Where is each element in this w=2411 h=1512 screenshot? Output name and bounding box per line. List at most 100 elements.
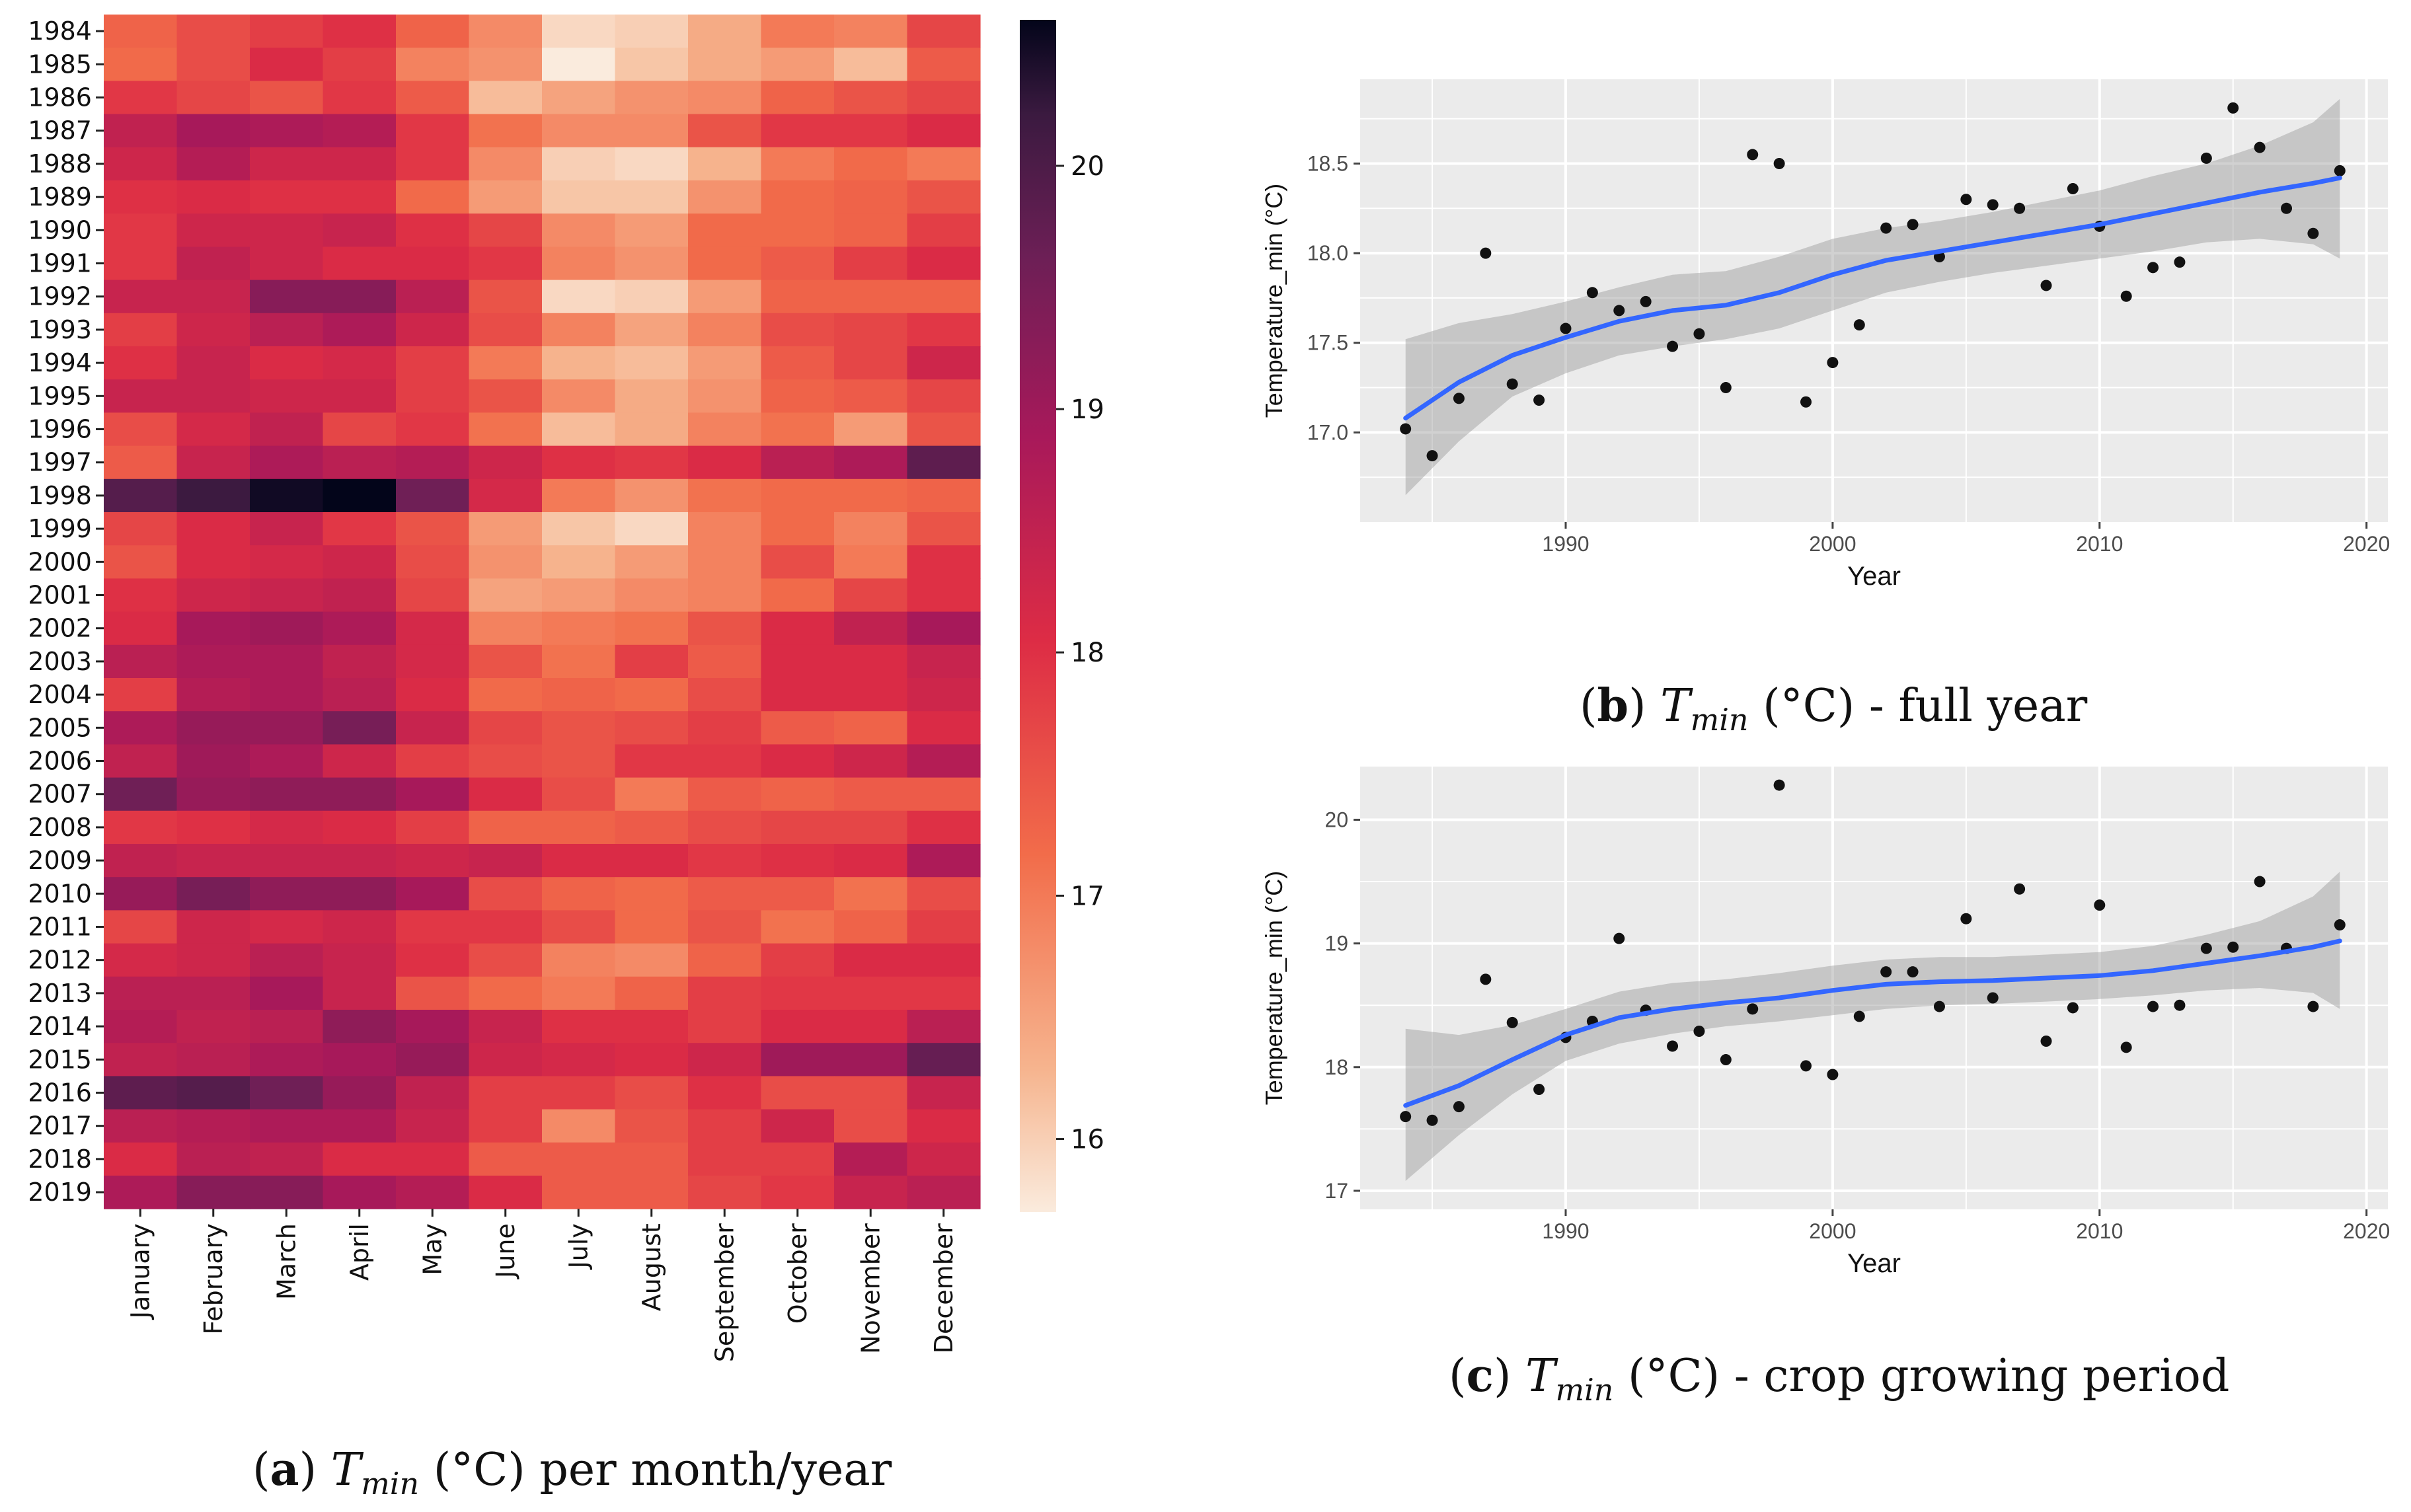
heatmap-cell [907,877,981,911]
heatmap-cell [396,478,470,513]
heatmap-cell [761,678,835,712]
heatmap-cell [688,15,762,48]
smooth-trend-line [1403,175,2342,421]
heatmap-cell [542,711,616,745]
heatmap-cell [834,611,908,646]
data-point [2174,256,2186,268]
heatmap-cell [688,180,762,214]
heatmap-cell [250,910,324,944]
heatmap-cell [761,114,835,148]
heatmap-cell [250,976,324,1010]
heatmap-cell [615,114,689,148]
data-point [2067,1002,2079,1014]
heatmap-cell [104,180,178,214]
heatmap-cell [104,1043,178,1077]
heatmap-cell [615,943,689,977]
data-point [1773,779,1785,791]
data-point [1426,450,1438,462]
heatmap-cell [323,777,397,812]
heatmap-cell [250,678,324,712]
heatmap-cell [176,910,250,944]
heatmap-cell [396,578,470,613]
heatmap-cell [907,943,981,977]
heatmap-cell [688,280,762,314]
heatmap-cell [907,48,981,81]
heatmap-cell [323,512,397,546]
heatmap-cell [688,346,762,380]
heatmap-cell [688,81,762,115]
heatmap-cell [469,147,543,181]
heatmap-cell [542,1176,616,1209]
heatmap-cell [250,810,324,845]
heatmap-cell [615,48,689,81]
y-tick-label: 18.5 [1307,151,1348,175]
heatmap-cell [250,844,324,878]
heatmap-cell [176,644,250,679]
x-tick-label: 2010 [2076,1219,2123,1243]
data-point [1693,1026,1705,1038]
heatmap-cell [396,114,470,148]
colorbar-tick-label: 16 [1071,1125,1104,1155]
year-label: 1985 [28,50,92,79]
data-point [2254,141,2266,153]
heatmap-cell [688,777,762,812]
year-label: 2018 [28,1145,92,1174]
year-label: 1995 [28,381,92,410]
y-tick-label: 18 [1324,1055,1348,1079]
heatmap-cell [323,1176,397,1209]
year-label: 2003 [28,647,92,676]
heatmap-cell [469,379,543,413]
heatmap-cell [688,1142,762,1176]
data-point [1640,295,1652,307]
heatmap-cell [469,1142,543,1176]
heatmap-cell [761,346,835,380]
heatmap-cell [834,478,908,513]
heatmap-cell [176,379,250,413]
heatmap-cell [396,1176,470,1209]
heatmap-cell [615,280,689,314]
y-tick-label: 17.0 [1307,420,1348,444]
heatmap-cell [615,976,689,1010]
year-label: 2016 [28,1078,92,1108]
heatmap-cell [615,512,689,546]
heatmap-cell [250,48,324,81]
heatmap-cell [469,877,543,911]
year-label: 1986 [28,83,92,112]
heatmap-cell [542,313,616,347]
heatmap-cell [469,844,543,878]
heatmap-cell [761,280,835,314]
heatmap-cell [834,844,908,878]
heatmap-cell [469,545,543,579]
heatmap-cell [469,611,543,646]
heatmap-cell [688,1043,762,1077]
heatmap-cell [396,379,470,413]
heatmap-cell [907,1142,981,1176]
data-point [1907,219,1919,231]
heatmap-cell [761,213,835,247]
year-label: 2009 [28,846,92,875]
year-label: 1996 [28,415,92,444]
year-label: 2006 [28,747,92,776]
heatmap-cell [688,512,762,546]
heatmap-cell [176,81,250,115]
heatmap-cell [176,545,250,579]
year-label: 1984 [28,17,92,46]
data-point [1827,357,1839,369]
heatmap-cell [907,280,981,314]
heatmap-cell [396,678,470,712]
data-point [1880,966,1892,978]
month-label: March [272,1223,301,1300]
heatmap-cell [761,1076,835,1110]
data-point [2067,182,2079,194]
x-tick-label: 2020 [2343,532,2390,556]
heatmap-cell [761,943,835,977]
year-label: 2004 [28,680,92,709]
heatmap-cell [688,48,762,81]
heatmap-cell [834,744,908,778]
x-axis-label: Year [1847,562,1901,591]
heatmap-cell [615,777,689,812]
heatmap-cell [761,578,835,613]
heatmap-cell [469,445,543,480]
heatmap-cell [688,810,762,845]
heatmap-cell [615,346,689,380]
